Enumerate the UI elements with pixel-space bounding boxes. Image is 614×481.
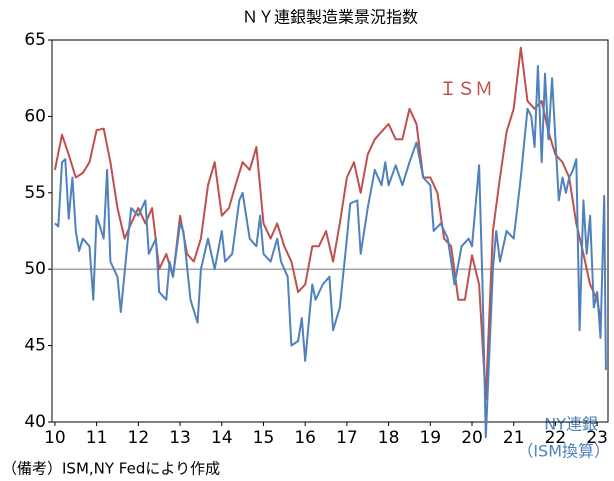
- chart-title: ＮＹ連銀製造業景況指数: [242, 8, 418, 27]
- x-tick-label: 23: [586, 428, 608, 448]
- x-tick-label: 17: [336, 428, 358, 448]
- x-tick-label: 13: [169, 428, 191, 448]
- annotation: NY連銀: [544, 415, 598, 434]
- y-tick-label: 50: [24, 259, 46, 279]
- y-tick-label: 65: [24, 30, 46, 50]
- y-tick-label: 40: [24, 412, 46, 432]
- y-tick-label: 45: [24, 336, 46, 356]
- x-tick-label: 22: [545, 428, 567, 448]
- y-tick-label: 60: [24, 106, 46, 126]
- annotation: ＩＳＭ: [439, 79, 493, 100]
- x-tick-label: 18: [378, 428, 400, 448]
- x-tick-label: 12: [128, 428, 150, 448]
- plot-frame: [51, 39, 609, 423]
- x-tick-label: 20: [461, 428, 483, 448]
- x-tick-label: 16: [294, 428, 316, 448]
- series-line: [54, 65, 607, 439]
- x-tick-label: 21: [503, 428, 525, 448]
- annotation: （ISM換算）: [517, 442, 610, 461]
- x-tick-label: 10: [44, 428, 66, 448]
- y-tick-label: 55: [24, 183, 46, 203]
- x-tick-label: 11: [86, 428, 108, 448]
- x-tick-label: 15: [253, 428, 275, 448]
- footnote: （備考）ISM,NY Fedにより作成: [2, 460, 220, 478]
- x-tick-label: 19: [419, 428, 441, 448]
- x-tick-label: 14: [211, 428, 233, 448]
- series-line: [53, 46, 602, 401]
